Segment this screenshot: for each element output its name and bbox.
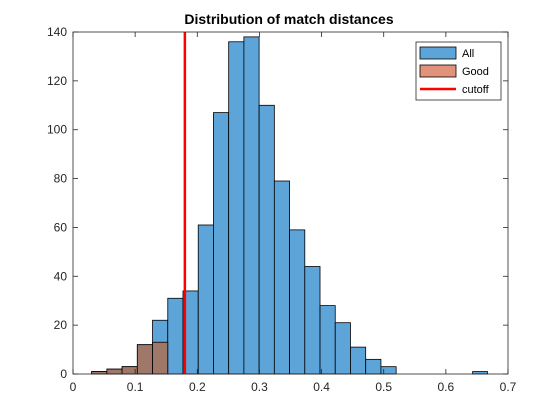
y-tick-label: 100 — [47, 123, 67, 137]
x-tick-label: 0.3 — [251, 380, 268, 394]
legend-swatch-good — [419, 64, 457, 78]
bar-all-5 — [167, 297, 184, 375]
y-tick-label: 120 — [47, 74, 67, 88]
bar-all-9 — [228, 41, 245, 375]
x-tick-label: 0.6 — [438, 380, 455, 394]
y-tick-label: 60 — [54, 220, 68, 234]
x-tick-label: 0.7 — [500, 380, 517, 394]
x-tick-label: 0.5 — [375, 380, 392, 394]
bar-good-4 — [152, 341, 169, 375]
bar-all-19 — [380, 366, 397, 375]
legend-label-all: All — [462, 48, 474, 60]
y-tick-label: 80 — [54, 172, 68, 186]
bar-all-17 — [350, 346, 367, 375]
plot-area: 0 0.1 0.2 0.3 0.4 0.5 0.6 0.7 0 20 40 60 80 100 120 140… — [47, 25, 517, 394]
bar-all-11 — [258, 104, 275, 375]
bar-all-18 — [365, 358, 382, 375]
bar-all-15 — [319, 305, 336, 375]
legend-label-cutoff: cutoff — [462, 84, 490, 96]
x-tick-label: 0.1 — [127, 380, 144, 394]
bar-all-12 — [273, 180, 290, 375]
y-tick-label: 40 — [54, 269, 68, 283]
legend-label-good: Good — [462, 66, 489, 78]
legend: All Good cutoff — [415, 41, 502, 101]
x-tick-label: 0.4 — [313, 380, 330, 394]
bar-all-14 — [304, 266, 321, 375]
x-tick-label: 0 — [70, 380, 77, 394]
legend-swatch-all — [419, 46, 457, 60]
y-tick-label: 20 — [54, 318, 68, 332]
y-tick-label: 140 — [47, 25, 67, 39]
x-tick-label: 0.2 — [189, 380, 206, 394]
chart-title: Distribution of match distances — [184, 11, 393, 27]
bar-all-8 — [213, 112, 230, 375]
axes-frame — [72, 31, 509, 375]
bar-all-13 — [289, 229, 306, 375]
bar-all-7 — [197, 224, 214, 375]
bar-all-16 — [334, 322, 351, 375]
bar-good-3 — [136, 344, 153, 375]
bar-all-10 — [243, 36, 260, 375]
y-tick-label: 0 — [60, 367, 67, 381]
bar-good-1 — [106, 368, 123, 375]
